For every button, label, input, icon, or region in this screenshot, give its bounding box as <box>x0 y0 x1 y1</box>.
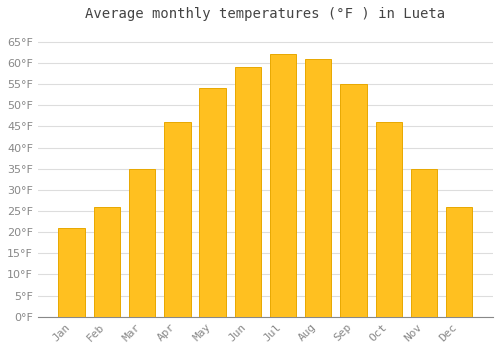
Bar <box>234 67 261 317</box>
Bar <box>164 122 190 317</box>
Bar <box>270 55 296 317</box>
Bar <box>200 88 226 317</box>
Bar <box>58 228 85 317</box>
Bar <box>129 169 156 317</box>
Bar <box>340 84 366 317</box>
Bar <box>376 122 402 317</box>
Bar <box>94 207 120 317</box>
Bar <box>305 59 332 317</box>
Title: Average monthly temperatures (°F ) in Lueta: Average monthly temperatures (°F ) in Lu… <box>86 7 446 21</box>
Bar <box>446 207 472 317</box>
Bar <box>410 169 437 317</box>
